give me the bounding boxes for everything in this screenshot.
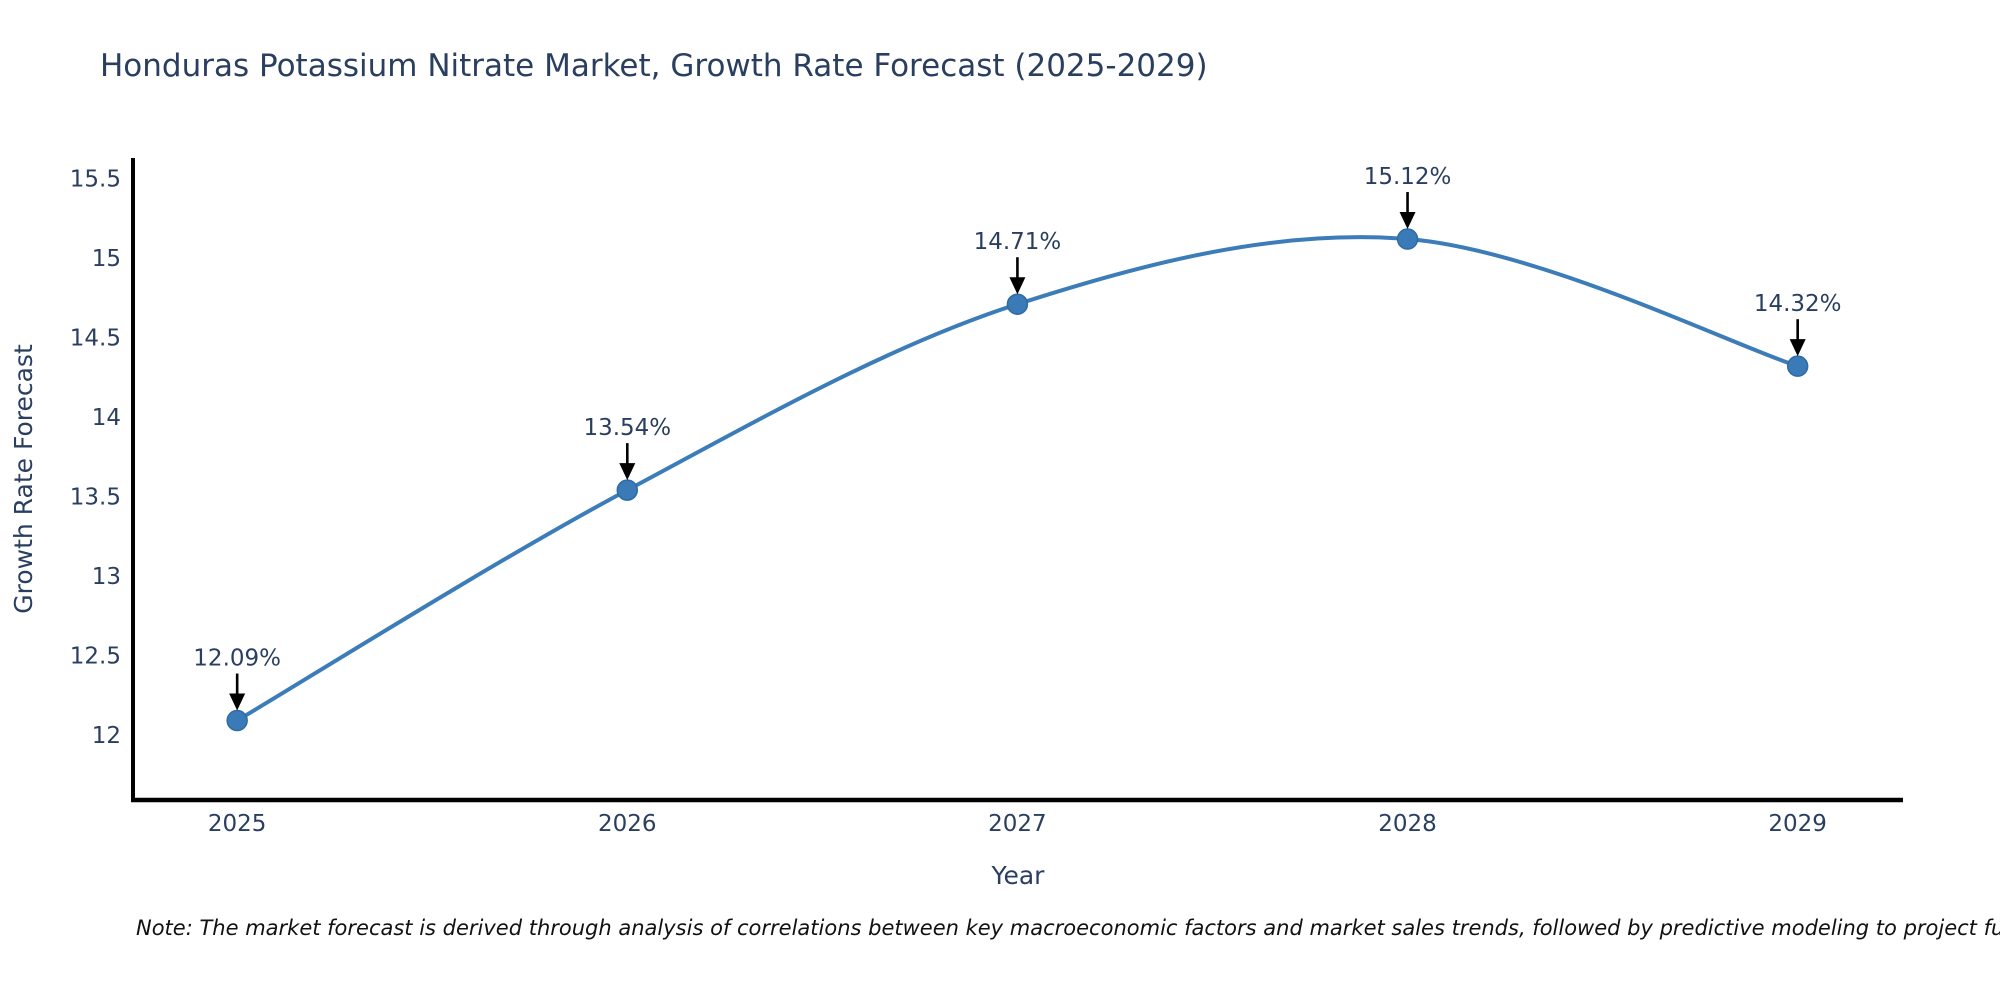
chart-title: Honduras Potassium Nitrate Market, Growt…: [100, 48, 1208, 84]
annotation-arrow-head: [1009, 277, 1026, 295]
annotation-arrow-head: [619, 463, 636, 481]
data-point-label: 14.32%: [1754, 291, 1842, 317]
data-point-marker: [1786, 355, 1809, 377]
line-chart: 12 12.5 13 13.5 14 14.5 15 15.5 2025 2026 2027 2028…: [9, 158, 1903, 890]
y-tick-label: 13: [92, 564, 121, 590]
x-tick-label: 2028: [1378, 811, 1437, 837]
x-tick-label: 2025: [208, 811, 267, 837]
annotation-arrow-head: [1789, 339, 1806, 357]
y-tick-label: 14: [92, 405, 121, 431]
y-tick-label: 12: [92, 723, 121, 749]
data-point-marker: [616, 479, 639, 501]
y-tick-label: 15.5: [70, 167, 121, 193]
x-tick-label: 2029: [1768, 811, 1827, 837]
footnote: Note: The market forecast is derived thr…: [136, 916, 2000, 940]
y-tick-label: 13.5: [70, 484, 121, 510]
y-tick-label: 12.5: [70, 643, 121, 669]
x-tick-label: 2026: [598, 811, 657, 837]
data-point-label: 15.12%: [1364, 164, 1452, 190]
annotation-arrow-head: [1399, 212, 1416, 230]
data-point-label: 14.71%: [974, 229, 1062, 255]
annotation-arrow-head: [229, 693, 246, 711]
y-tick-label: 15: [92, 246, 121, 272]
x-tick-label: 2027: [988, 811, 1047, 837]
data-point-marker: [1396, 228, 1419, 250]
y-tick-label: 14.5: [70, 326, 121, 352]
data-point-label: 13.54%: [583, 415, 671, 441]
y-axis-title: Growth Rate Forecast: [9, 344, 38, 614]
data-point-marker: [226, 709, 248, 732]
x-axis-title: Year: [991, 861, 1046, 890]
data-point-label: 12.09%: [193, 646, 281, 672]
data-point-marker: [1006, 293, 1029, 315]
